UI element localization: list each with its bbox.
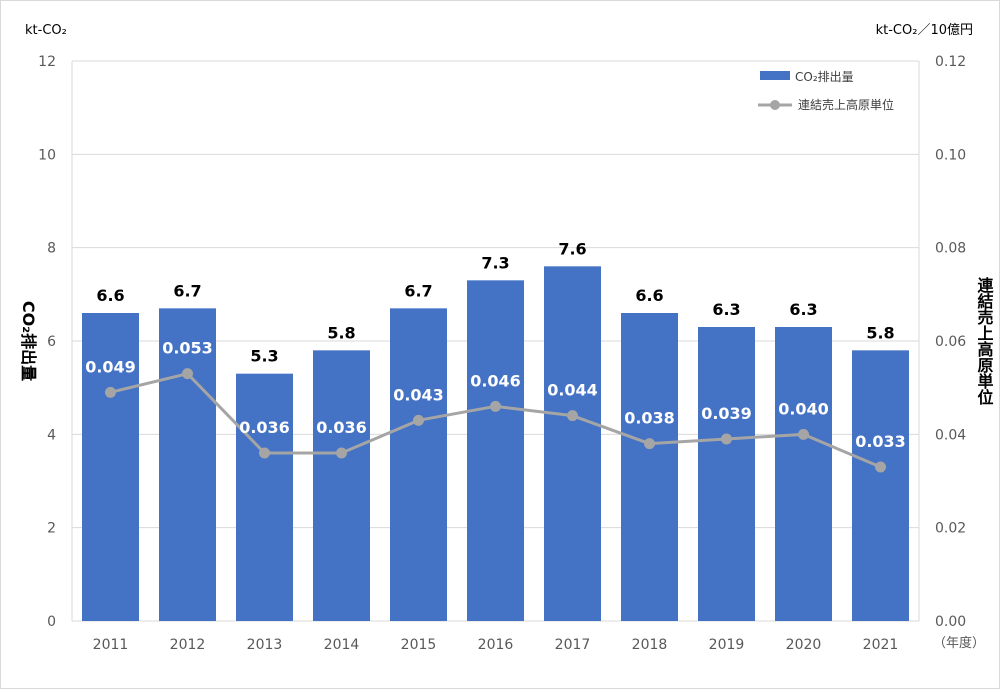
line-point xyxy=(490,400,501,412)
line-point xyxy=(259,447,270,459)
bar-data-label: 7.6 xyxy=(558,239,586,258)
legend-marker-line xyxy=(770,100,780,110)
legend-label-line: 連結売上高原単位 xyxy=(798,97,894,112)
y-right-tick-label: 0.02 xyxy=(935,521,966,537)
x-unit: （年度） xyxy=(933,635,985,651)
y-left-unit: kt-CO₂ xyxy=(25,23,67,38)
y-right-label: 連結売上高原単位 xyxy=(975,276,994,406)
y-left-tick-label: 0 xyxy=(47,614,56,630)
y-left-tick-label: 12 xyxy=(38,54,56,70)
line-point xyxy=(798,428,809,440)
bar xyxy=(467,280,524,621)
y-right-tick-label: 0.04 xyxy=(935,427,966,443)
line-data-label: 0.046 xyxy=(470,371,521,390)
y-right-tick-label: 0.08 xyxy=(935,241,966,257)
line-point xyxy=(567,410,578,422)
line-point xyxy=(721,433,732,445)
line-point xyxy=(336,447,347,459)
legend: CO₂排出量 連結売上高原単位 xyxy=(758,70,894,112)
legend-label-bar: CO₂排出量 xyxy=(795,70,854,84)
bar xyxy=(390,308,447,621)
y-right-tick-label: 0.00 xyxy=(935,614,966,630)
data-labels: 6.6 6.7 5.3 5.8 6.7 7.3 7.6 6.6 6.3 6.3 5.8 0.049 0.… xyxy=(85,239,906,451)
bar xyxy=(852,350,909,621)
x-tick-label: 2018 xyxy=(632,637,668,653)
line-data-label: 0.038 xyxy=(624,409,675,428)
bar-series xyxy=(82,266,909,621)
line-point xyxy=(413,414,424,426)
line-point xyxy=(105,386,116,398)
x-tick-label: 2020 xyxy=(786,637,822,653)
x-tick-label: 2015 xyxy=(401,637,437,653)
line-point xyxy=(644,438,655,450)
bar xyxy=(544,266,601,621)
y-left-tick-label: 10 xyxy=(38,147,56,163)
bar-data-label: 5.8 xyxy=(866,323,894,342)
line-data-label: 0.036 xyxy=(239,418,290,437)
line-series xyxy=(105,368,886,473)
y-right-unit: kt-CO₂／10億円 xyxy=(876,22,973,38)
bar-data-label: 6.6 xyxy=(635,286,663,305)
y-right-tick-label: 0.06 xyxy=(935,334,966,350)
bar-data-label: 6.7 xyxy=(404,281,432,300)
y-left-tick-label: 2 xyxy=(47,521,56,537)
line-data-label: 0.033 xyxy=(855,432,906,451)
bar-data-label: 5.3 xyxy=(250,347,278,366)
y-left-tick-label: 4 xyxy=(47,427,56,443)
bar xyxy=(621,313,678,621)
x-tick-label: 2019 xyxy=(709,637,745,653)
line-data-label: 0.044 xyxy=(547,381,598,400)
bar-data-label: 6.3 xyxy=(789,300,817,319)
bar-data-label: 6.7 xyxy=(173,281,201,300)
legend-swatch-bar xyxy=(760,71,790,80)
x-tick-label: 2021 xyxy=(863,637,899,653)
axes: 0 2 4 6 8 10 12 0.00 0.02 0.04 0.06 0.08 0.10 0.12 201… xyxy=(38,54,966,653)
x-tick-label: 2014 xyxy=(324,637,360,653)
bar xyxy=(159,308,216,621)
y-left-tick-label: 8 xyxy=(47,241,56,257)
y-right-tick-label: 0.10 xyxy=(935,147,966,163)
x-tick-label: 2012 xyxy=(170,637,206,653)
bar-data-label: 6.6 xyxy=(96,286,124,305)
line-data-label: 0.040 xyxy=(778,399,829,418)
line-data-label: 0.043 xyxy=(393,385,444,404)
x-tick-label: 2017 xyxy=(555,637,591,653)
line-point xyxy=(182,368,193,380)
bar xyxy=(236,373,293,621)
line-data-label: 0.049 xyxy=(85,357,136,376)
bar xyxy=(82,313,139,621)
y-right-tick-label: 0.12 xyxy=(935,54,966,70)
line-data-label: 0.039 xyxy=(701,404,752,423)
bar xyxy=(313,350,370,621)
x-tick-label: 2016 xyxy=(478,637,514,653)
bar xyxy=(698,327,755,621)
line-data-label: 0.053 xyxy=(162,339,213,358)
x-tick-label: 2013 xyxy=(247,637,283,653)
y-left-label: CO₂排出量 xyxy=(19,301,38,381)
y-left-tick-label: 6 xyxy=(47,334,56,350)
bar-data-label: 7.3 xyxy=(481,253,509,272)
line-point xyxy=(875,461,886,473)
bar xyxy=(775,327,832,621)
bar-data-label: 5.8 xyxy=(327,323,355,342)
line-data-label: 0.036 xyxy=(316,418,367,437)
x-tick-label: 2011 xyxy=(93,637,129,653)
bar-data-label: 6.3 xyxy=(712,300,740,319)
